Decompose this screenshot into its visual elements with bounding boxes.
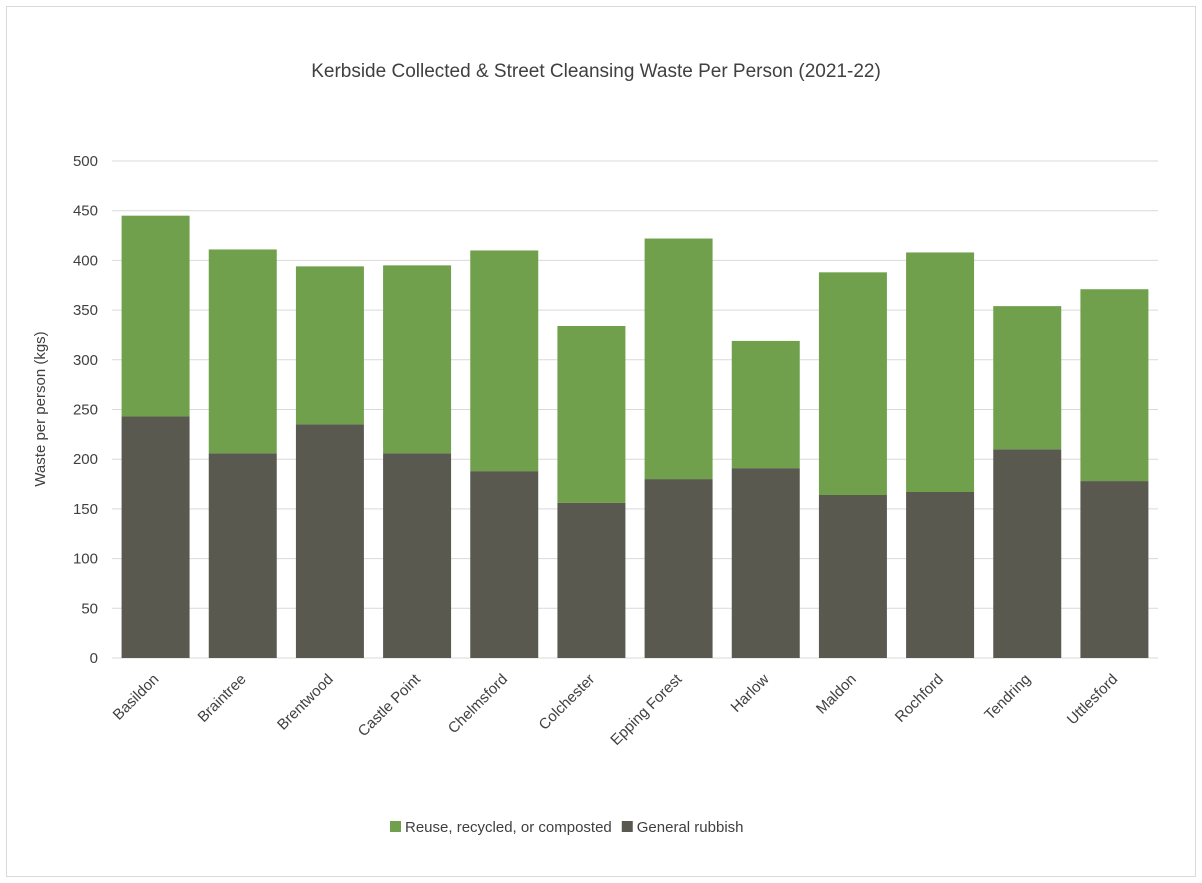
x-tick-label: Basildon (110, 671, 163, 724)
x-tick-label: Rochford (892, 671, 947, 726)
y-tick-label: 400 (73, 252, 98, 269)
x-tick-label: Uttlesford (1064, 671, 1121, 728)
bar-general-rubbish-rochford (906, 492, 975, 658)
chart-title: Kerbside Collected & Street Cleansing Wa… (311, 61, 881, 82)
bar-general-rubbish-harlow (731, 468, 800, 658)
gridlines (112, 160, 1158, 659)
legend-swatch (621, 821, 633, 832)
bars (121, 215, 1149, 658)
bar-general-rubbish-castle-point (383, 453, 452, 658)
bar-general-rubbish-tendring (993, 449, 1062, 658)
y-axis-title: Waste per person (kgs) (32, 331, 49, 486)
bar-reuse-recycled-epping-forest (644, 238, 713, 480)
bar-general-rubbish-maldon (818, 494, 887, 658)
bar-reuse-recycled-castle-point (383, 265, 452, 454)
y-tick-label: 500 (73, 153, 98, 170)
y-axis-ticks: 0 50 100 150 200 250 300 350 400 450 500 (73, 153, 98, 667)
bar-reuse-recycled-basildon (121, 215, 190, 417)
bar-general-rubbish-uttlesford (1080, 481, 1149, 658)
bar-general-rubbish-colchester (557, 502, 626, 658)
legend: Reuse, recycled, or composted General rub… (390, 819, 744, 836)
y-tick-label: 250 (73, 402, 98, 419)
bar-general-rubbish-braintree (208, 453, 277, 658)
x-tick-label: Braintree (195, 671, 250, 726)
y-tick-label: 350 (73, 302, 98, 319)
x-tick-label: Chelmsford (445, 671, 511, 737)
bar-reuse-recycled-chelmsford (470, 250, 539, 472)
x-tick-label: Tendring (981, 671, 1034, 724)
bar-reuse-recycled-colchester (557, 326, 626, 503)
bar-general-rubbish-basildon (121, 416, 190, 658)
bar-general-rubbish-brentwood (295, 424, 364, 658)
y-tick-label: 0 (90, 650, 98, 667)
x-tick-label: Harlow (728, 671, 773, 716)
y-tick-label: 100 (73, 551, 98, 568)
bar-reuse-recycled-brentwood (295, 266, 364, 425)
y-tick-label: 50 (81, 600, 98, 617)
bar-general-rubbish-chelmsford (470, 471, 539, 658)
y-tick-label: 300 (73, 352, 98, 369)
x-tick-label: Brentwood (274, 671, 337, 734)
bar-reuse-recycled-rochford (906, 252, 975, 493)
bar-general-rubbish-epping-forest (644, 479, 713, 658)
y-tick-label: 200 (73, 451, 98, 468)
x-tick-label: Epping Forest (607, 670, 686, 749)
y-tick-label: 450 (73, 203, 98, 220)
bar-reuse-recycled-tendring (993, 306, 1062, 450)
bar-reuse-recycled-harlow (731, 340, 800, 469)
x-tick-label: Castle Point (355, 670, 425, 740)
bar-reuse-recycled-uttlesford (1080, 289, 1149, 482)
bar-reuse-recycled-braintree (208, 249, 277, 454)
legend-label: Reuse, recycled, or composted (405, 819, 612, 836)
y-tick-label: 150 (73, 501, 98, 518)
legend-swatch (390, 821, 401, 832)
x-axis-ticks: Basildon Braintree Brentwood Castle Point Ch… (110, 670, 1122, 749)
bar-reuse-recycled-maldon (818, 272, 887, 495)
legend-label: General rubbish (637, 819, 744, 836)
x-tick-label: Colchester (536, 671, 599, 734)
x-tick-label: Maldon (813, 671, 860, 718)
